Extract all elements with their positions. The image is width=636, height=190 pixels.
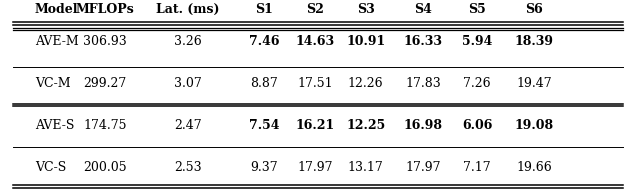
Text: 7.17: 7.17	[463, 161, 491, 174]
Text: 14.63: 14.63	[295, 35, 335, 48]
Text: AVE-S: AVE-S	[35, 119, 74, 132]
Text: 16.21: 16.21	[295, 119, 335, 132]
Text: 299.27: 299.27	[83, 77, 127, 90]
Text: 2.53: 2.53	[174, 161, 202, 174]
Text: 17.51: 17.51	[297, 77, 333, 90]
Text: 306.93: 306.93	[83, 35, 127, 48]
Text: 16.98: 16.98	[403, 119, 443, 132]
Text: 17.83: 17.83	[405, 77, 441, 90]
Text: 17.97: 17.97	[297, 161, 333, 174]
Text: 10.91: 10.91	[346, 35, 385, 48]
Text: 2.47: 2.47	[174, 119, 202, 132]
Text: 19.66: 19.66	[516, 161, 552, 174]
Text: 7.46: 7.46	[249, 35, 279, 48]
Text: 12.25: 12.25	[346, 119, 385, 132]
Text: Model: Model	[35, 3, 78, 16]
Text: S6: S6	[525, 3, 543, 16]
Text: AVE-M: AVE-M	[35, 35, 79, 48]
Text: 9.37: 9.37	[250, 161, 278, 174]
Text: 18.39: 18.39	[515, 35, 554, 48]
Text: 17.97: 17.97	[405, 161, 441, 174]
Text: MFLOPs: MFLOPs	[76, 3, 134, 16]
Text: S3: S3	[357, 3, 375, 16]
Text: VC-M: VC-M	[35, 77, 71, 90]
Text: 6.06: 6.06	[462, 119, 492, 132]
Text: S1: S1	[255, 3, 273, 16]
Text: Lat. (ms): Lat. (ms)	[156, 3, 219, 16]
Text: 7.54: 7.54	[249, 119, 279, 132]
Text: VC-S: VC-S	[35, 161, 66, 174]
Text: 13.17: 13.17	[348, 161, 384, 174]
Text: 174.75: 174.75	[83, 119, 127, 132]
Text: S2: S2	[306, 3, 324, 16]
Text: 19.08: 19.08	[515, 119, 554, 132]
Text: 200.05: 200.05	[83, 161, 127, 174]
Text: S4: S4	[414, 3, 432, 16]
Text: 19.47: 19.47	[516, 77, 552, 90]
Text: 12.26: 12.26	[348, 77, 384, 90]
Text: S5: S5	[468, 3, 486, 16]
Text: 8.87: 8.87	[250, 77, 278, 90]
Text: 3.07: 3.07	[174, 77, 202, 90]
Text: 16.33: 16.33	[403, 35, 443, 48]
Text: 3.26: 3.26	[174, 35, 202, 48]
Text: 5.94: 5.94	[462, 35, 492, 48]
Text: 7.26: 7.26	[463, 77, 491, 90]
